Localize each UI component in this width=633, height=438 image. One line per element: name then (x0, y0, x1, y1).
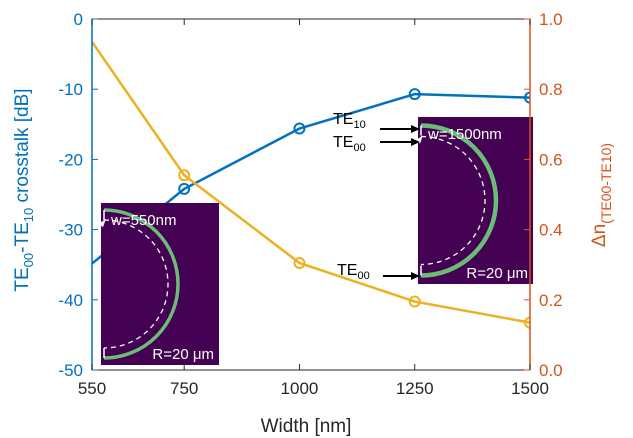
inset-550-width-label: w=550nm (110, 212, 176, 229)
inset-layer: w=550nm R=20 μm w=1500nm R=20 μm (98, 117, 533, 365)
y-left-tick-label--40: -40 (58, 291, 83, 310)
inset-1500: w=1500nm R=20 μm (415, 117, 533, 284)
annotation-te10-arrowhead (411, 125, 420, 133)
axes-layer: 550 750 1000 1250 1500-50-40-30-20-1000.00.2… (58, 10, 562, 398)
inset-1500-background (418, 117, 533, 284)
y-right-tick-label-0.2: 0.2 (539, 291, 563, 310)
inset-550: w=550nm R=20 μm (98, 203, 219, 365)
crosstalk-point-1250 (408, 88, 421, 101)
inset-550-mode-ring (103, 208, 180, 360)
x-tick-label-750: 750 (170, 379, 198, 398)
y-left-tick-label--30: -30 (58, 221, 83, 240)
annotation-te10: TE10 (333, 111, 420, 133)
x-tick-label-550: 550 (78, 379, 106, 398)
annotation-te00-bottom-main: TE (337, 262, 357, 279)
delta-n-point-750 (178, 169, 191, 182)
inset-1500-radius-label: R=20 μm (466, 265, 528, 282)
delta-n-point-1500 (524, 316, 530, 329)
y-right-tick-label-1.0: 1.0 (539, 10, 563, 29)
annotation-te00-top-sub: 00 (353, 142, 365, 154)
inset-550-dashed-arrowhead (98, 219, 106, 227)
svg-text:TE10: TE10 (333, 111, 366, 131)
y-left-label-te: TE (12, 267, 33, 291)
inset-1500-width-label: w=1500nm (427, 126, 502, 143)
y-right-tick-label-0.4: 0.4 (539, 221, 563, 240)
delta-n-point-1000 (293, 256, 306, 269)
y-right-label-sub: (TE00-TE10) (598, 143, 614, 224)
annotation-te10-main: TE (333, 111, 353, 128)
y-left-label-mid: -TE (12, 222, 33, 253)
y-right-axis-label: Δn(TE00-TE10) (589, 143, 614, 247)
y-left-tick-label-0: 0 (74, 10, 83, 29)
inset-1500-dashed-path (420, 135, 486, 266)
inset-550-radius-label: R=20 μm (152, 346, 214, 363)
y-left-label-tail: crosstalk [dB] (12, 88, 33, 207)
y-left-tick-label--20: -20 (58, 150, 83, 169)
x-tick-label-1250: 1250 (396, 379, 434, 398)
inset-550-dashed-path (103, 219, 169, 349)
y-left-axis-label: TE00-TE10 crosstalk [dB] (12, 88, 36, 291)
crosstalk-point-1500 (524, 91, 530, 104)
annotation-te00-bottom-sub: 00 (357, 270, 369, 282)
annotation-te00-bottom: TE00 (337, 262, 420, 282)
y-right-tick-label-0.6: 0.6 (539, 150, 563, 169)
annotation-te00-top: TE00 (333, 134, 420, 154)
crosstalk-point-1000 (293, 122, 306, 135)
svg-text:TE00: TE00 (337, 262, 370, 282)
y-right-label-dn: Δn (589, 224, 610, 247)
inset-1500-mode-ring (420, 123, 499, 278)
annotation-te00-top-main: TE (333, 134, 353, 151)
annotation-te10-sub: 10 (353, 119, 365, 131)
y-right-tick-label-0.8: 0.8 (539, 80, 563, 99)
y-right-tick-label-0.0: 0.0 (539, 361, 563, 380)
annotation-te00-top-arrowhead (411, 138, 420, 146)
x-tick-label-1500: 1500 (511, 379, 549, 398)
svg-text:TE00: TE00 (333, 134, 366, 154)
crosstalk-point-750 (178, 182, 191, 195)
y-left-tick-label--10: -10 (58, 80, 83, 99)
delta-n-series-line (92, 41, 530, 324)
x-axis-label: Width [nm] (261, 416, 352, 437)
y-left-label-sub1: 00 (21, 253, 36, 267)
y-left-label-sub2: 10 (21, 208, 36, 222)
y-left-tick-label--50: -50 (58, 361, 83, 380)
delta-n-point-1250 (408, 295, 421, 308)
x-tick-label-1000: 1000 (281, 379, 319, 398)
inset-550-background (101, 203, 219, 365)
annotation-te00-bottom-arrowhead (411, 272, 420, 280)
